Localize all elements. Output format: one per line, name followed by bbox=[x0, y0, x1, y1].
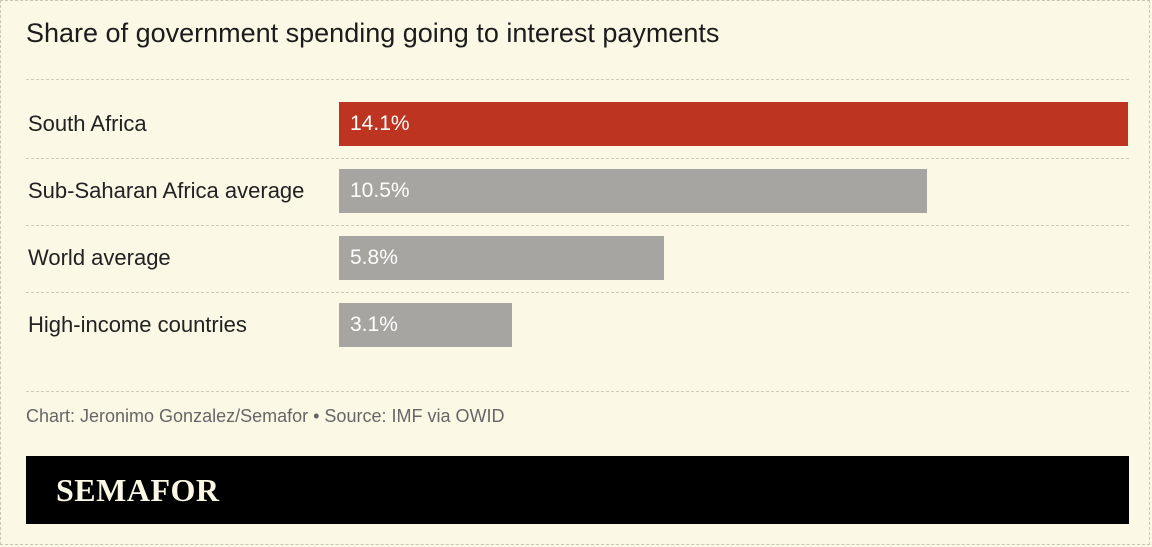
chart-title: Share of government spending going to in… bbox=[26, 18, 720, 48]
category-label: South Africa bbox=[28, 111, 147, 136]
bar: 3.1% bbox=[339, 303, 512, 347]
semafor-logo: SEMAFOR bbox=[56, 472, 220, 508]
row-divider bbox=[26, 292, 1129, 293]
value-label: 10.5% bbox=[350, 179, 410, 202]
bar: 10.5% bbox=[339, 169, 927, 213]
category-label: High-income countries bbox=[28, 312, 247, 337]
row-divider bbox=[26, 225, 1129, 226]
value-label: 5.8% bbox=[350, 246, 398, 269]
value-label: 14.1% bbox=[350, 112, 410, 135]
divider bbox=[26, 79, 1129, 80]
category-label: Sub-Saharan Africa average bbox=[28, 178, 305, 203]
row-divider bbox=[26, 158, 1129, 159]
bar: 14.1% bbox=[339, 102, 1128, 146]
divider bbox=[26, 391, 1129, 392]
chart-credit: Chart: Jeronimo Gonzalez/Semafor • Sourc… bbox=[26, 406, 505, 426]
category-label: World average bbox=[28, 245, 171, 270]
value-label: 3.1% bbox=[350, 313, 398, 336]
bar: 5.8% bbox=[339, 236, 664, 280]
brand-footer: SEMAFOR bbox=[26, 456, 1129, 524]
